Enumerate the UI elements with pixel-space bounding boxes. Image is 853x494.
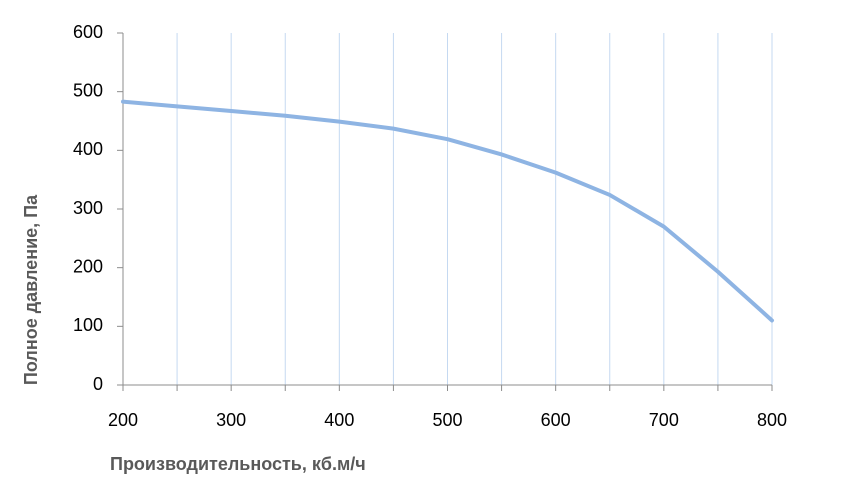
y-tick-label: 0 <box>93 374 103 394</box>
y-tick-label: 500 <box>73 80 103 100</box>
x-tick-label: 700 <box>649 410 679 430</box>
x-tick-label: 400 <box>324 410 354 430</box>
y-axis-title: Полное давление, Па <box>21 194 41 385</box>
y-tick-label: 200 <box>73 256 103 276</box>
x-axis-title: Производительность, кб.м/ч <box>110 454 366 474</box>
x-tick-label: 800 <box>757 410 787 430</box>
x-tick-label: 300 <box>216 410 246 430</box>
y-tick-label: 400 <box>73 139 103 159</box>
x-tick-label: 500 <box>432 410 462 430</box>
data-line <box>121 99 774 323</box>
x-tick-label: 200 <box>108 410 138 430</box>
y-tick-label: 100 <box>73 315 103 335</box>
y-tick-label: 300 <box>73 198 103 218</box>
x-tick-label: 600 <box>541 410 571 430</box>
y-tick-label: 600 <box>73 22 103 42</box>
